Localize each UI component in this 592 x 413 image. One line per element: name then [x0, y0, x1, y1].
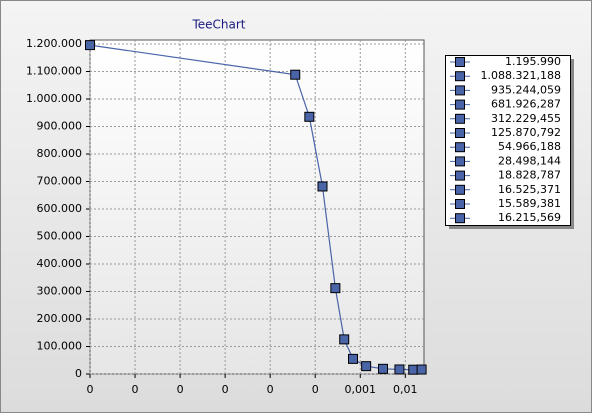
marker [317, 181, 328, 192]
x-tick-label: 0,001 [345, 383, 377, 396]
marker [304, 111, 315, 122]
legend-label: 16.525,371 [498, 183, 561, 196]
legend-label: 28.498,144 [498, 154, 561, 167]
legend-marker [455, 85, 465, 96]
y-tick-label: 900.000 [37, 120, 83, 133]
marker [394, 364, 405, 375]
legend-label: 1.195.990 [505, 55, 561, 68]
x-tick-label: 0 [267, 383, 274, 396]
y-tick-label: 100.000 [37, 340, 83, 353]
marker [348, 353, 359, 364]
legend-label: 681.926,287 [491, 98, 561, 111]
x-tick-label: 0 [222, 383, 229, 396]
y-tick-label: 400.000 [37, 257, 83, 270]
marker [416, 364, 427, 375]
y-tick-label: 500.000 [37, 230, 83, 243]
marker [408, 364, 419, 375]
x-tick-label: 0 [132, 383, 139, 396]
legend-marker [455, 128, 465, 138]
y-tick-label: 1.200.000 [26, 37, 82, 50]
y-tick-label: 200.000 [37, 312, 83, 325]
legend-label: 15.589,381 [498, 197, 561, 210]
x-tick-label: 0 [312, 383, 319, 396]
legend-label: 125.870,792 [491, 126, 561, 139]
marker [330, 283, 341, 294]
y-tick-label: 700.000 [37, 175, 83, 188]
plot-area [89, 39, 425, 375]
y-tick-label: 800.000 [37, 147, 83, 160]
marker [85, 40, 95, 51]
legend-label: 312.229,455 [491, 112, 561, 125]
x-tick-label: 0,01 [393, 383, 418, 396]
y-tick-label: 300.000 [37, 285, 83, 298]
legend-label: 54.966,188 [498, 140, 561, 153]
x-tick-label: 0 [87, 383, 94, 396]
legend-marker [455, 184, 465, 195]
marker [378, 363, 389, 374]
y-tick-label: 600.000 [37, 202, 83, 215]
legend-marker [455, 156, 465, 167]
marker [361, 361, 372, 372]
legend-marker [455, 99, 465, 110]
chart-title: TeeChart [191, 18, 245, 32]
x-tick-label: 0 [177, 383, 184, 396]
legend-marker [455, 199, 465, 209]
y-tick-label: 0 [75, 367, 82, 380]
y-tick-label: 1.100.000 [26, 65, 82, 78]
legend-label: 1.088.321,188 [481, 69, 561, 82]
legend-marker [455, 213, 465, 224]
marker [339, 334, 350, 345]
legend-label: 935.244,059 [491, 83, 561, 96]
marker [290, 69, 301, 80]
legend-marker [455, 142, 465, 153]
y-tick-label: 1.000.000 [26, 92, 82, 105]
legend-marker [455, 113, 465, 124]
legend-box [445, 55, 571, 226]
legend-marker [455, 170, 465, 181]
legend-label: 18.828,787 [498, 169, 561, 182]
legend-label: 16.215,569 [498, 211, 561, 224]
legend-marker [455, 71, 465, 82]
legend-marker [455, 57, 465, 67]
